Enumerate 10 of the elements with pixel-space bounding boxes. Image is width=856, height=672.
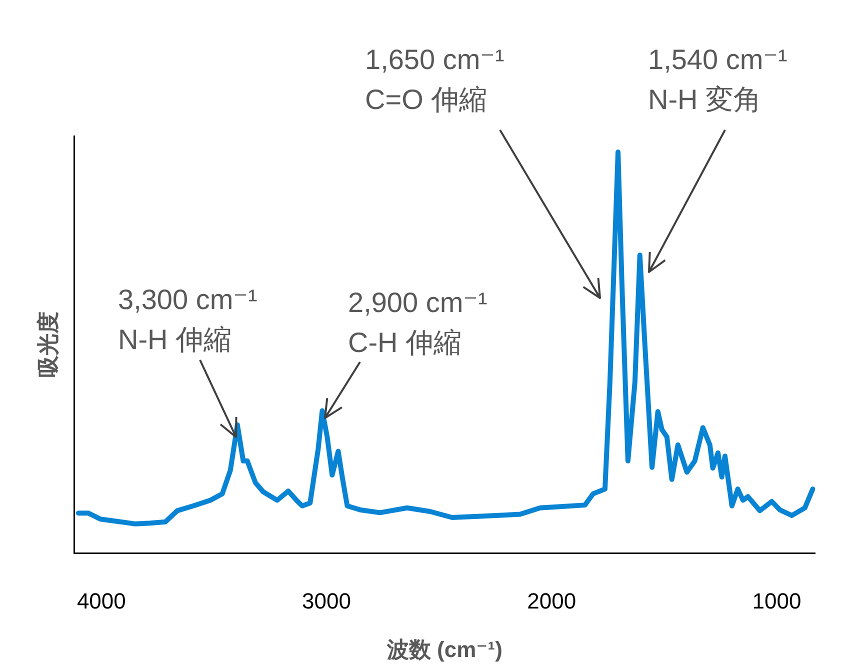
x-tick-label: 1000 [752, 588, 802, 614]
text: 1,540 cm⁻¹ N-H 変角 [648, 43, 788, 117]
x-tick-label: 2000 [527, 588, 576, 614]
x-tick-label: 4000 [76, 588, 126, 614]
text: 1,650 cm⁻¹ C=O 伸縮 [365, 43, 504, 117]
x-tick-label: 3000 [302, 588, 351, 614]
y-axis-title: 吸光度 [35, 312, 60, 378]
annotation: 2,900 cm⁻¹ C-H 伸縮 [348, 286, 488, 360]
x-axis-title: 波数 (cm⁻¹) [386, 636, 502, 662]
annotation: 3,300 cm⁻¹ N-H 伸縮 [118, 283, 258, 357]
